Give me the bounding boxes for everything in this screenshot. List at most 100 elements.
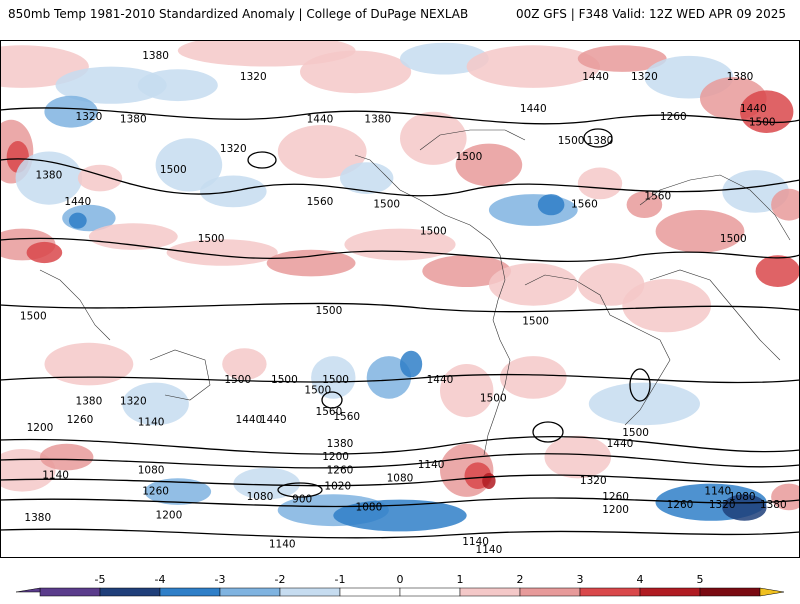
anomaly-area: [577, 45, 667, 72]
anomaly-area: [68, 212, 87, 229]
contour-label: 1500: [522, 316, 549, 328]
colorbar-tick-label: 4: [637, 573, 644, 586]
contour-label: 1500: [198, 233, 225, 245]
run-valid-time: 00Z GFS | F348 Valid: 12Z WED APR 09 202…: [515, 7, 786, 21]
coastline: [354, 154, 506, 321]
contour-label: 1440: [307, 114, 334, 126]
anomaly-area: [55, 66, 167, 104]
anomaly-area: [400, 111, 467, 165]
contour-label: 1500: [316, 305, 343, 317]
anomaly-area: [39, 443, 94, 471]
anomaly-area: [500, 356, 567, 399]
anomaly-area: [266, 249, 356, 277]
anomaly-area: [44, 95, 98, 128]
coastlines: [39, 129, 791, 456]
contour-label: 1080: [729, 491, 756, 503]
anomaly-area: [44, 342, 134, 386]
contour-label: 1140: [418, 459, 445, 471]
height-contour: [0, 237, 800, 262]
height-contour: [0, 436, 800, 455]
contour-label: 1380: [120, 114, 147, 126]
colorbar-tick-label: -5: [95, 573, 106, 586]
contour-label: 1500: [749, 116, 776, 128]
contour-label: 1440: [427, 374, 454, 386]
anomaly-area: [655, 210, 745, 253]
contour-label: 1500: [304, 385, 331, 397]
contour-label: 1320: [580, 475, 607, 487]
contour-label: 1440: [607, 438, 634, 450]
contour-label: 1440: [64, 196, 91, 208]
contour-label: 1260: [602, 491, 629, 503]
colorbar-tick-label: 1: [457, 573, 464, 586]
contour-label: 1320: [120, 395, 147, 407]
contour-label: 1500: [480, 393, 507, 405]
closed-contour: [247, 151, 277, 169]
contour-label: 1560: [644, 191, 671, 203]
anomaly-area: [144, 478, 212, 505]
anomaly-area: [300, 50, 412, 94]
closed-contour: [277, 482, 323, 498]
contour-label: 1500: [160, 164, 187, 176]
anomaly-area: [544, 435, 612, 479]
anomaly-area: [122, 382, 189, 426]
anomaly-area: [482, 473, 496, 489]
contour-label: 1200: [27, 422, 54, 434]
contour-label: 1380: [36, 170, 63, 182]
closed-contour: [583, 128, 613, 148]
anomaly-area: [771, 483, 800, 511]
anomaly-area: [233, 467, 300, 500]
header: 850mb Temp 1981-2010 Standardized Anomal…: [0, 0, 800, 32]
contour-label: 1440: [236, 414, 263, 426]
anomaly-area: [400, 42, 489, 75]
contour-label: 1140: [476, 544, 503, 556]
colorbar-max-arrow: [759, 587, 785, 597]
contour-label: 1080: [387, 472, 414, 484]
contour-label: 1380: [364, 114, 391, 126]
contour-label: 1080: [247, 491, 274, 503]
contour-label: 1020: [324, 480, 351, 492]
anomaly-area: [440, 364, 494, 418]
anomaly-area: [455, 143, 523, 187]
height-contour: [0, 528, 800, 539]
anomaly-area: [400, 350, 423, 378]
contour-label: 1380: [760, 499, 787, 511]
contour-label: 1500: [622, 427, 649, 439]
coastline: [524, 274, 671, 426]
colorbar-tick-label: 3: [577, 573, 584, 586]
anomaly-area: [155, 138, 223, 192]
height-contours: [0, 107, 800, 539]
anomaly-area: [366, 356, 412, 399]
anomaly-area: [311, 356, 356, 399]
anomaly-area: [222, 348, 267, 380]
contour-label: 1140: [462, 536, 489, 548]
anomaly-area: [722, 494, 767, 521]
contour-label: 1500: [373, 199, 400, 211]
colorbar-tick-label: -3: [215, 573, 226, 586]
anomaly-area: [588, 382, 701, 426]
height-contour: [0, 158, 800, 197]
map-title: 850mb Temp 1981-2010 Standardized Anomal…: [8, 7, 469, 21]
contour-label: 1380: [587, 135, 614, 147]
contour-label: 1500: [224, 374, 251, 386]
height-contour: [0, 302, 800, 313]
anomaly-area: [755, 255, 800, 287]
contour-label: 1560: [571, 199, 598, 211]
closed-contour: [629, 368, 651, 402]
contour-label: 1320: [220, 143, 247, 155]
colorbar-band: [339, 587, 401, 597]
coastline: [483, 319, 511, 456]
anomaly-area: [277, 125, 367, 179]
contour-label: 1560: [316, 406, 343, 418]
height-contour: [0, 497, 800, 508]
contour-label: 1500: [322, 374, 349, 386]
anomaly-area: [537, 194, 565, 216]
colorbar-band: [159, 587, 221, 597]
contour-label: 1200: [156, 510, 183, 522]
coastline: [39, 269, 111, 341]
contour-label: 1380: [24, 512, 51, 524]
contour-label: 1440: [740, 103, 767, 115]
height-contour: [0, 373, 800, 384]
coastline: [149, 349, 211, 401]
